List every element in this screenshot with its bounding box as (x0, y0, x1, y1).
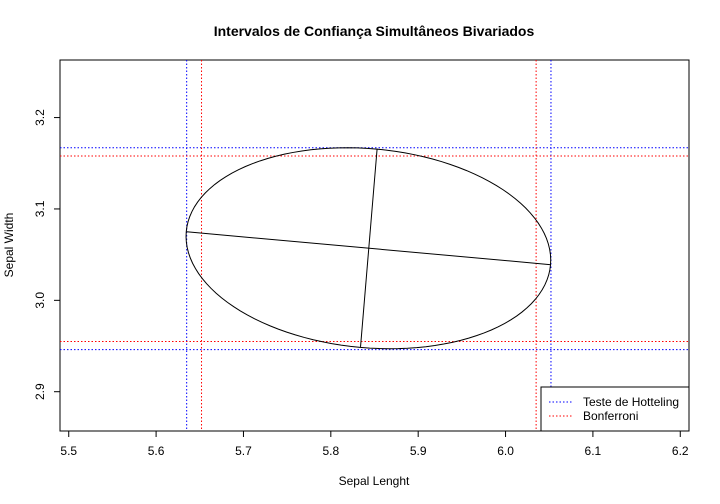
y-tick-label: 3.2 (33, 109, 47, 126)
x-tick-label: 6.1 (585, 444, 602, 458)
y-axis-label: Sepal Width (2, 213, 16, 278)
x-axis-label: Sepal Lenght (339, 474, 410, 488)
x-tick-label: 6.0 (497, 444, 514, 458)
x-tick-label: 5.6 (148, 444, 165, 458)
plot-frame (59, 59, 690, 432)
y-axis: 2.9 3.0 3.1 3.2 (33, 109, 60, 400)
x-tick-label: 6.2 (672, 444, 689, 458)
chart-title: Intervalos de Confiança Simultâneos Biva… (214, 23, 535, 39)
legend-entry: Bonferroni (583, 409, 638, 423)
y-tick-label: 3.0 (33, 292, 47, 309)
x-tick-label: 5.7 (235, 444, 252, 458)
y-tick-label: 2.9 (33, 383, 47, 400)
x-tick-label: 5.5 (60, 444, 77, 458)
x-tick-label: 5.9 (410, 444, 427, 458)
plot-content (60, 60, 689, 431)
legend-entry: Teste de Hotteling (583, 395, 679, 409)
y-tick-label: 3.1 (33, 200, 47, 217)
ellipse-minor-axis (360, 148, 378, 347)
confidence-ellipse (185, 147, 552, 350)
x-tick-label: 5.8 (322, 444, 339, 458)
x-axis: 5.5 5.6 5.7 5.8 5.9 6.0 6.1 6.2 (60, 431, 689, 458)
legend-box (540, 386, 690, 432)
